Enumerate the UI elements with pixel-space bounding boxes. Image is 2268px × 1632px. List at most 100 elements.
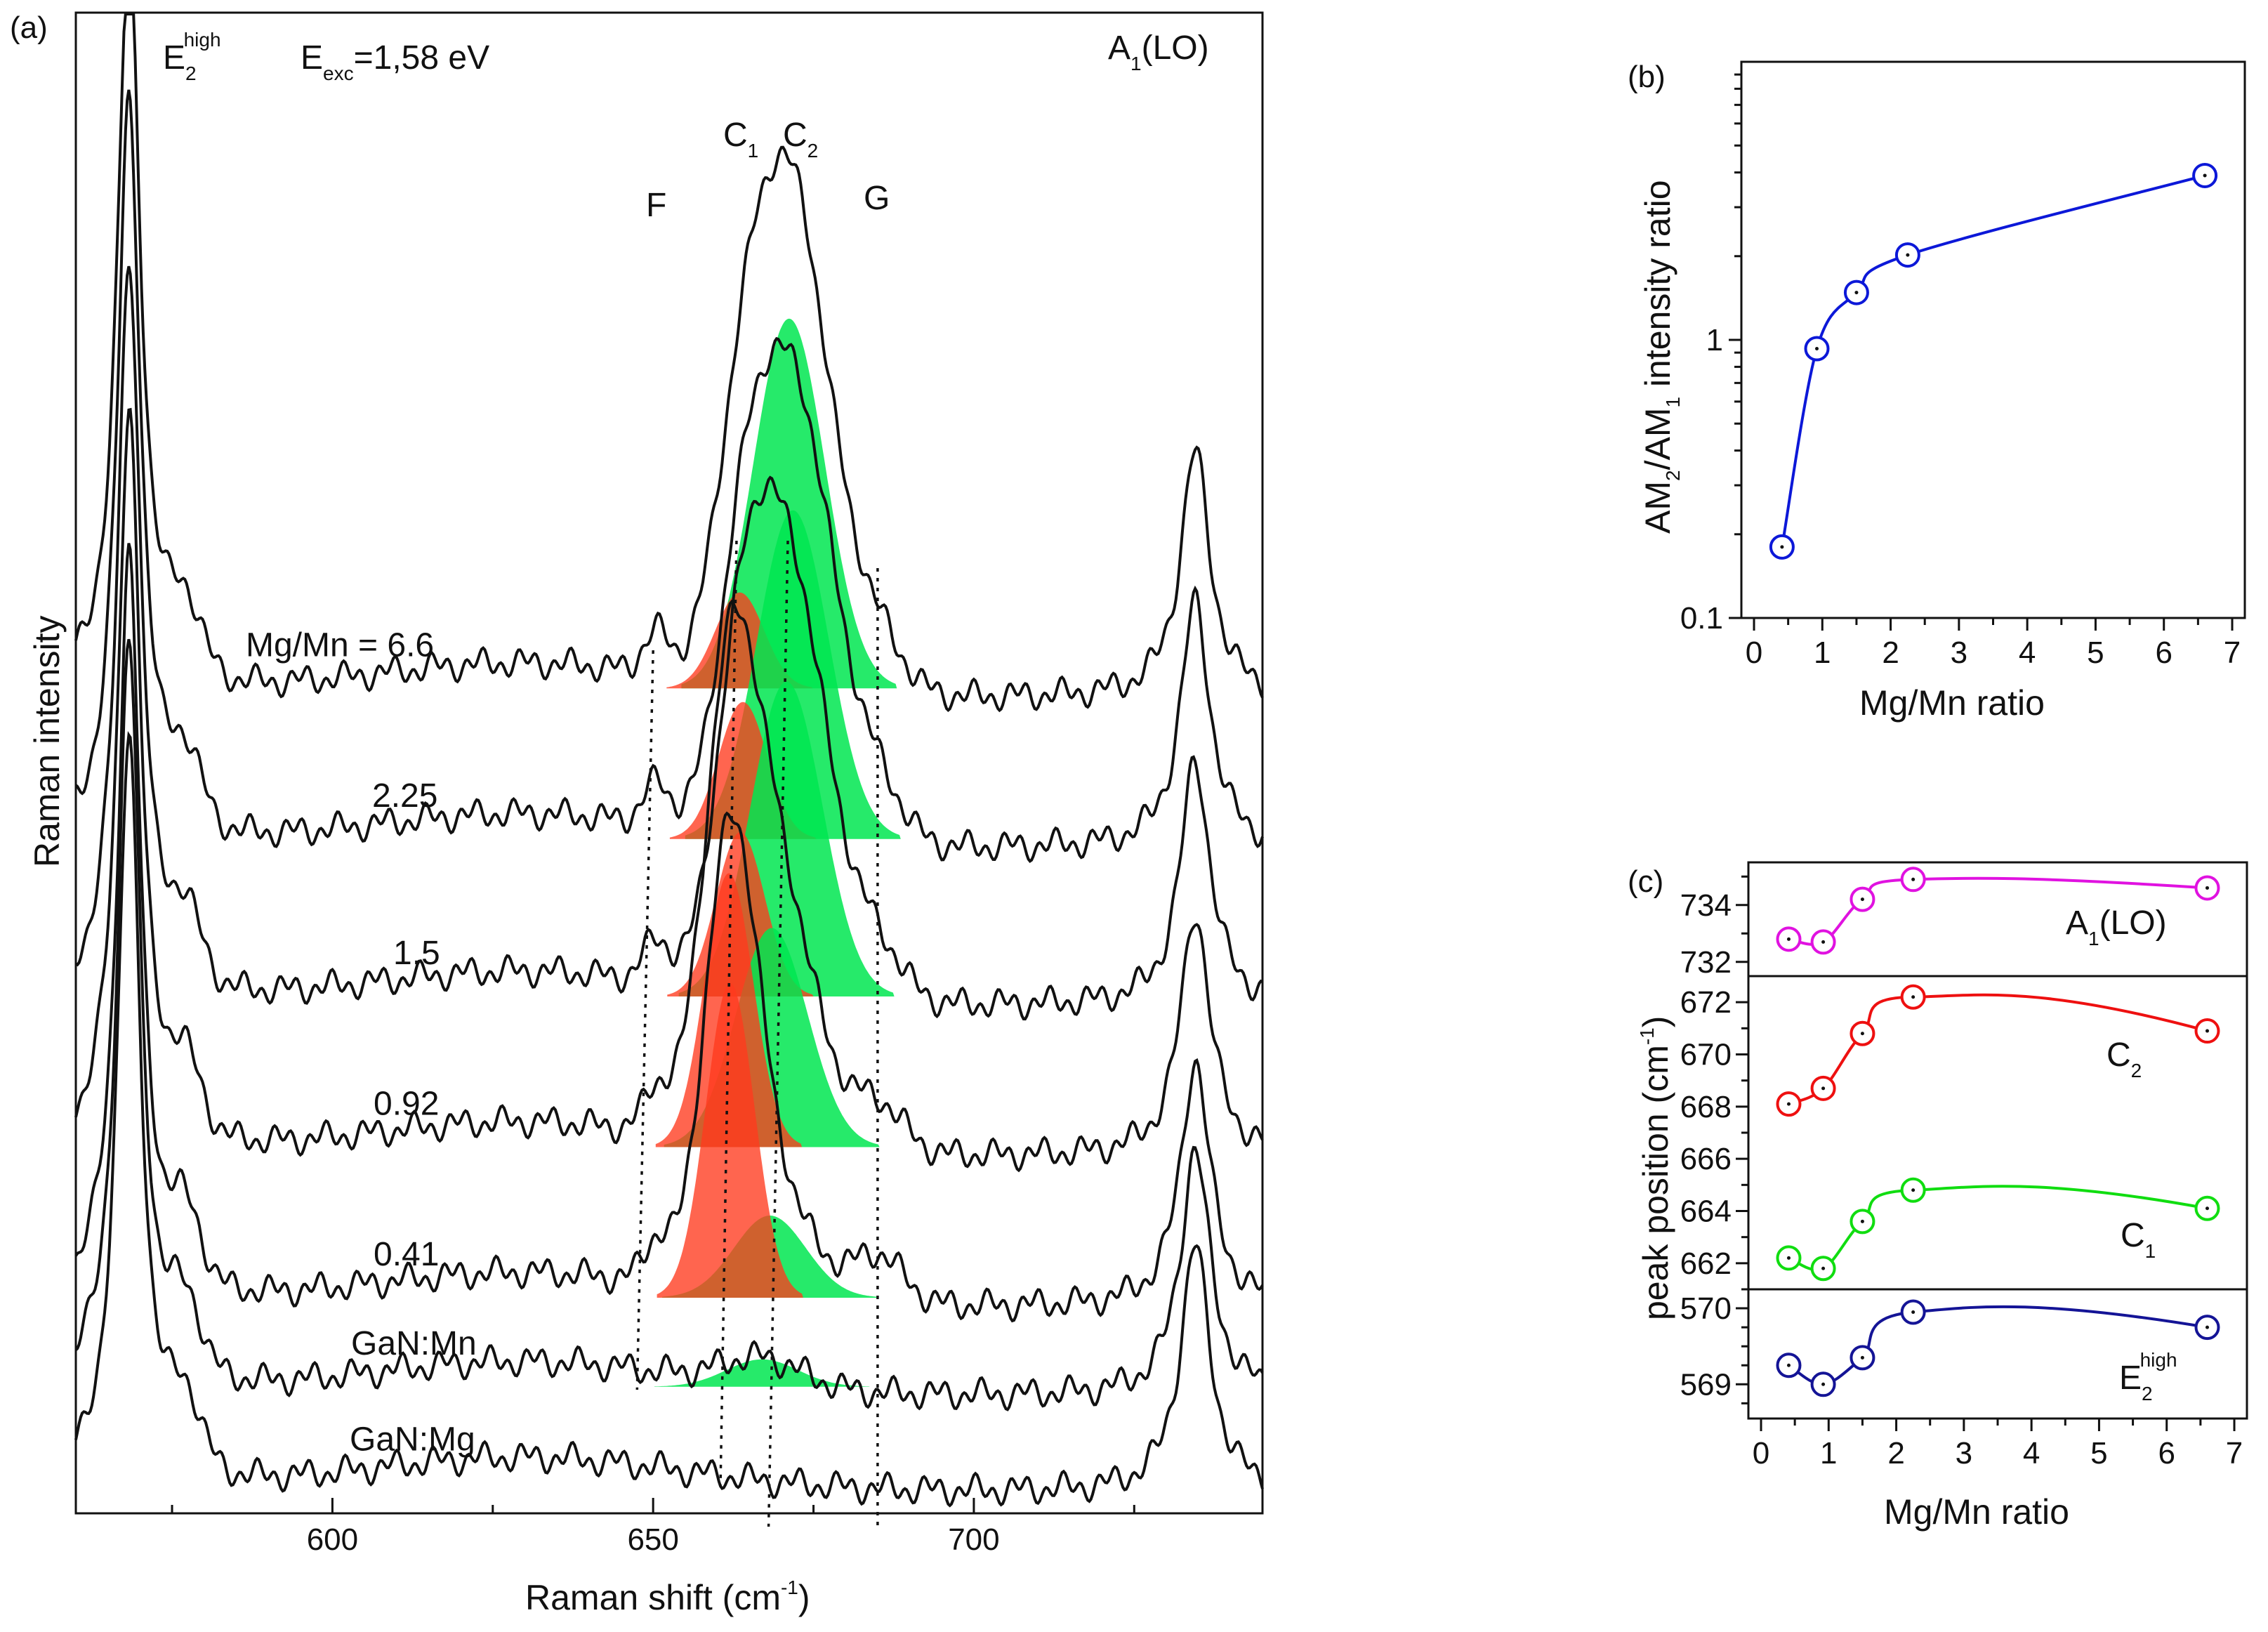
x-tick-label: 0 [1746,636,1762,670]
e2-high-label: E2 high [163,29,221,84]
c2-sub: 2 [807,140,819,162]
y-axis-title: AM2/AM1 intensity ratio [1638,180,1684,534]
reference-line [767,540,789,1527]
data-point-center [1821,940,1826,944]
fit-component [654,1359,870,1387]
data-point-center [1911,995,1916,999]
x-tick-label: 0 [1753,1436,1769,1470]
data-point-center [1786,937,1791,941]
data-point-center [1786,1363,1791,1367]
series-label-e2: E2high [2119,1349,2177,1404]
series-label-c2: C2 [2107,1037,2142,1081]
x-tick-label: 4 [2019,636,2036,670]
panel-c-label: (c) [1628,864,1663,899]
c2-label: C2 [783,117,818,162]
data-point-center [2205,886,2209,890]
data-point-center [2203,173,2207,178]
spectrum-line [74,407,1264,1173]
a1-sub: 1 [1130,53,1142,74]
y-tick-label: 570 [1680,1291,1732,1326]
sample-label: GaN:Mg [350,1421,475,1458]
y-tick-label: 666 [1680,1142,1732,1176]
x-tick-label: 6 [2155,636,2172,670]
y-tick-label: 0.1 [1680,601,1723,636]
excitation-label: Eexc=1,58 eV [301,39,489,84]
y-tick-label: 664 [1680,1195,1732,1229]
x-axis-title: Raman shift (cm-1) [525,1577,810,1617]
peak-fills [654,318,901,1387]
panel-b-label: (b) [1628,60,1666,94]
y-axis-title: Raman intensity [27,616,67,868]
data-point-center [1911,877,1916,881]
data-point-center [1860,897,1864,902]
x-tick-label: 600 [307,1522,358,1557]
x-tick-label: 4 [2023,1436,2040,1470]
y-tick-label: 662 [1680,1246,1732,1281]
ratio-curve [1780,174,2206,548]
data-point-center [1821,1382,1826,1386]
c1-main: C [723,117,748,154]
spectrum-line [74,543,1264,1323]
sample-label: 1.5 [393,935,440,972]
data-point-center [1860,1355,1864,1360]
data-point-center [1786,1102,1791,1106]
fit-component [657,982,803,1298]
panel-a-label: (a) [10,11,48,45]
data-point-center [1860,1032,1864,1036]
x-tick-label: 7 [2224,636,2241,670]
a1-tail: (LO) [1142,29,1209,67]
x-tick-label: 2 [1882,636,1899,670]
data-point-center [1780,545,1784,549]
x-axis-title: Mg/Mn ratio [1884,1492,2069,1532]
e2-main: E [163,39,185,77]
spectrum-line [74,89,1264,863]
c2-main: C [783,117,807,154]
data-point-center [1911,1310,1916,1314]
excitation-sub: exc [323,62,354,84]
y-tick-label: 1 [1706,323,1723,357]
y-axis-title: peak position (cm-1) [1636,1016,1675,1320]
panel-c: (c) 732 734 662 664 666 668 670 672 569 570 0 1 2 3 4… [1628,861,2248,1532]
x-ticks: 0 1 2 3 4 5 6 7 [1753,1419,2243,1470]
spectrum-line [74,638,1264,1411]
data-point-center [1854,291,1859,295]
x-tick-label: 3 [1956,1436,1972,1470]
sample-label: GaN:Mn [351,1325,477,1362]
e2-sub: 2 [185,62,197,84]
sample-label: Mg/Mn = 6.6 [246,626,434,664]
sample-label: 2.25 [372,777,437,815]
spectra-curves [74,13,1264,1508]
f-label: F [646,187,666,224]
x-tick-label: 2 [1887,1436,1904,1470]
spectrum-line [74,265,1263,1021]
x-tick-label: 7 [2226,1436,2243,1470]
x-tick-label: 6 [2158,1436,2175,1470]
spectrum-line [74,730,1264,1508]
a1-lo-label: A1(LO) [1108,29,1209,74]
data-point-center [2205,1325,2209,1329]
x-tick-label: 1 [1814,636,1831,670]
reference-line [719,540,738,1486]
series-label-a1: A1(LO) [2066,904,2167,949]
y-tick-label: 670 [1680,1038,1732,1072]
spectrum-line [74,13,1264,713]
sub-panels: 732 734 662 664 666 668 670 672 569 570 [1680,861,2248,1420]
a1-main: A [1108,29,1130,67]
plot-area [1769,162,2218,560]
data-point-center [1786,1256,1791,1260]
x-axis-title: Mg/Mn ratio [1859,683,2045,723]
x-ticks: 600 650 700 [171,1498,1135,1557]
y-tick-label: 732 [1680,945,1732,980]
g-label: G [864,180,890,217]
data-point-center [1815,346,1819,350]
reference-line [635,650,654,1390]
excitation-value: =1,58 eV [354,39,490,77]
series-curve [1788,993,2208,1105]
series-curve [1788,1305,2208,1386]
y-tick-label: 569 [1680,1367,1732,1402]
data-point-center [2205,1206,2209,1211]
data-point-center [1860,1219,1864,1223]
sample-labels: Mg/Mn = 6.6 2.25 1.5 0.92 0.41 GaN:Mn GaN:Mg [246,626,477,1458]
x-tick-label: 5 [2090,1436,2107,1470]
